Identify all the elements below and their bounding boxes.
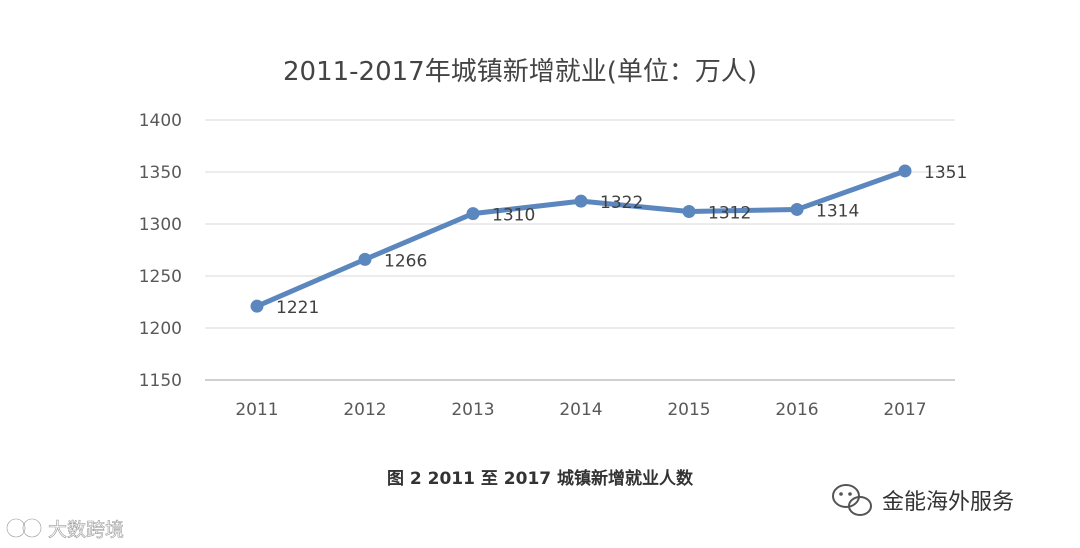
y-tick-label: 1200	[139, 319, 182, 339]
data-label: 1322	[600, 193, 643, 213]
series-line	[254, 168, 908, 309]
figure-caption: 图 2 2011 至 2017 城镇新增就业人数	[387, 468, 694, 489]
x-tick-label: 2013	[451, 400, 494, 420]
data-point	[682, 205, 696, 219]
data-label: 1221	[276, 298, 319, 318]
x-tick-label: 2015	[667, 400, 710, 420]
series-layer	[250, 164, 912, 313]
watermark-right-text: 金能海外服务	[882, 490, 1014, 515]
data-label: 1314	[816, 201, 859, 221]
x-tick-label: 2016	[775, 400, 818, 420]
x-tick-label: 2014	[559, 400, 602, 420]
data-label: 1351	[924, 163, 967, 183]
x-axis: 2011 2012 2013 2014 2015 2016 2017	[235, 400, 926, 420]
data-point	[466, 207, 480, 221]
x-tick-label: 2017	[883, 400, 926, 420]
data-label: 1312	[708, 204, 751, 224]
gridlines	[205, 119, 955, 381]
brand-logo-icon	[5, 517, 43, 539]
data-point	[574, 194, 588, 208]
data-point	[898, 164, 912, 178]
y-tick-label: 1300	[139, 215, 182, 235]
data-label: 1266	[384, 251, 427, 271]
data-point	[790, 202, 804, 216]
chart-title: 2011-2017年城镇新增就业(单位：万人)	[283, 57, 757, 87]
data-label: 1310	[492, 206, 535, 226]
data-point	[358, 252, 372, 266]
y-tick-label: 1400	[139, 111, 182, 131]
data-point	[250, 299, 264, 313]
y-tick-label: 1350	[139, 163, 182, 183]
wechat-icon	[832, 484, 872, 516]
x-tick-label: 2012	[343, 400, 386, 420]
watermark-left-text: 大数跨境	[48, 519, 124, 541]
y-axis: 1150 1200 1250 1300 1350 1400	[139, 111, 182, 391]
y-tick-label: 1150	[139, 371, 182, 391]
y-tick-label: 1250	[139, 267, 182, 287]
x-tick-label: 2011	[235, 400, 278, 420]
data-labels: 1221 1266 1310 1322 1312 1314 1351	[276, 163, 967, 318]
